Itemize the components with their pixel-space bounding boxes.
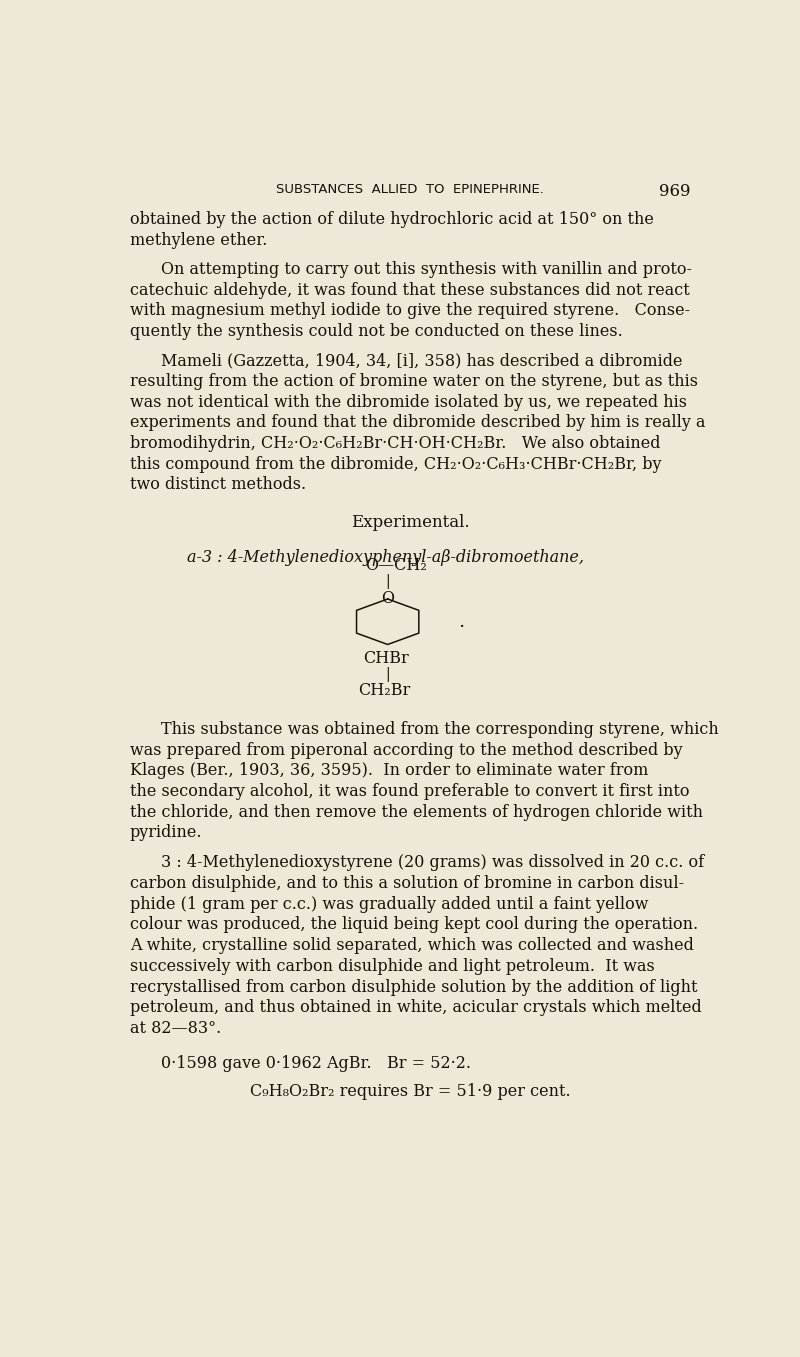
Text: O—CH₂: O—CH₂	[365, 558, 426, 574]
Text: petroleum, and thus obtained in white, acicular crystals which melted: petroleum, and thus obtained in white, a…	[130, 999, 702, 1016]
Text: CH₂Br: CH₂Br	[358, 681, 410, 699]
Text: bromodihydrin, CH₂·O₂·C₆H₂Br·CH·OH·CH₂Br.   We also obtained: bromodihydrin, CH₂·O₂·C₆H₂Br·CH·OH·CH₂Br…	[130, 436, 660, 452]
Text: methylene ether.: methylene ether.	[130, 232, 267, 250]
Text: was prepared from piperonal according to the method described by: was prepared from piperonal according to…	[130, 741, 682, 759]
Text: resulting from the action of bromine water on the styrene, but as this: resulting from the action of bromine wat…	[130, 373, 698, 389]
Text: was not identical with the dibromide isolated by us, we repeated his: was not identical with the dibromide iso…	[130, 394, 686, 411]
Text: phide (1 gram per c.c.) was gradually added until a faint yellow: phide (1 gram per c.c.) was gradually ad…	[130, 896, 648, 913]
Text: the secondary alcohol, it was found preferable to convert it first into: the secondary alcohol, it was found pref…	[130, 783, 690, 799]
Text: colour was produced, the liquid being kept cool during the operation.: colour was produced, the liquid being ke…	[130, 916, 698, 934]
Text: 0·1598 gave 0·1962 AgBr.   Br = 52·2.: 0·1598 gave 0·1962 AgBr. Br = 52·2.	[161, 1056, 470, 1072]
Text: obtained by the action of dilute hydrochloric acid at 150° on the: obtained by the action of dilute hydroch…	[130, 212, 654, 228]
Text: C₉H₈O₂Br₂ requires Br = 51·9 per cent.: C₉H₈O₂Br₂ requires Br = 51·9 per cent.	[250, 1083, 570, 1101]
Text: This substance was obtained from the corresponding styrene, which: This substance was obtained from the cor…	[161, 721, 718, 738]
Text: On attempting to carry out this synthesis with vanillin and proto-: On attempting to carry out this synthesi…	[161, 261, 692, 278]
Text: at 82—83°.: at 82—83°.	[130, 1020, 221, 1037]
Text: quently the synthesis could not be conducted on these lines.: quently the synthesis could not be condu…	[130, 323, 622, 341]
Text: pyridine.: pyridine.	[130, 824, 202, 841]
Text: Klages (Ber., 1903, 36, 3595).  In order to eliminate water from: Klages (Ber., 1903, 36, 3595). In order …	[130, 763, 648, 779]
Text: experiments and found that the dibromide described by him is really a: experiments and found that the dibromide…	[130, 414, 706, 432]
Text: a-3 : 4-Methylenedioxyphenyl-aβ-dibromoethane,: a-3 : 4-Methylenedioxyphenyl-aβ-dibromoe…	[187, 550, 584, 566]
Text: two distinct methods.: two distinct methods.	[130, 476, 306, 494]
Text: A white, crystalline solid separated, which was collected and washed: A white, crystalline solid separated, wh…	[130, 938, 694, 954]
Text: successively with carbon disulphide and light petroleum.  It was: successively with carbon disulphide and …	[130, 958, 654, 974]
Text: carbon disulphide, and to this a solution of bromine in carbon disul-: carbon disulphide, and to this a solutio…	[130, 875, 684, 892]
Text: catechuic aldehyde, it was found that these substances did not react: catechuic aldehyde, it was found that th…	[130, 282, 690, 299]
Text: SUBSTANCES  ALLIED  TO  EPINEPHRINE.: SUBSTANCES ALLIED TO EPINEPHRINE.	[276, 183, 544, 195]
Text: the chloride, and then remove the elements of hydrogen chloride with: the chloride, and then remove the elemen…	[130, 803, 702, 821]
Text: 969: 969	[658, 183, 690, 199]
Text: Experimental.: Experimental.	[350, 514, 470, 531]
Text: recrystallised from carbon disulphide solution by the addition of light: recrystallised from carbon disulphide so…	[130, 978, 698, 996]
Text: with magnesium methyl iodide to give the required styrene.   Conse-: with magnesium methyl iodide to give the…	[130, 303, 690, 319]
Text: CHBr: CHBr	[363, 650, 409, 666]
Text: O: O	[381, 590, 394, 607]
Text: |: |	[386, 666, 390, 681]
Text: |: |	[386, 574, 390, 589]
Text: 3 : 4-Methylenedioxystyrene (20 grams) was dissolved in 20 c.c. of: 3 : 4-Methylenedioxystyrene (20 grams) w…	[161, 855, 704, 871]
Text: this compound from the dibromide, CH₂·O₂·C₆H₃·CHBr·CH₂Br, by: this compound from the dibromide, CH₂·O₂…	[130, 456, 662, 472]
Text: .: .	[458, 613, 464, 631]
Text: Mameli (Gazzetta, 1904, 34, [i], 358) has described a dibromide: Mameli (Gazzetta, 1904, 34, [i], 358) ha…	[161, 353, 682, 369]
